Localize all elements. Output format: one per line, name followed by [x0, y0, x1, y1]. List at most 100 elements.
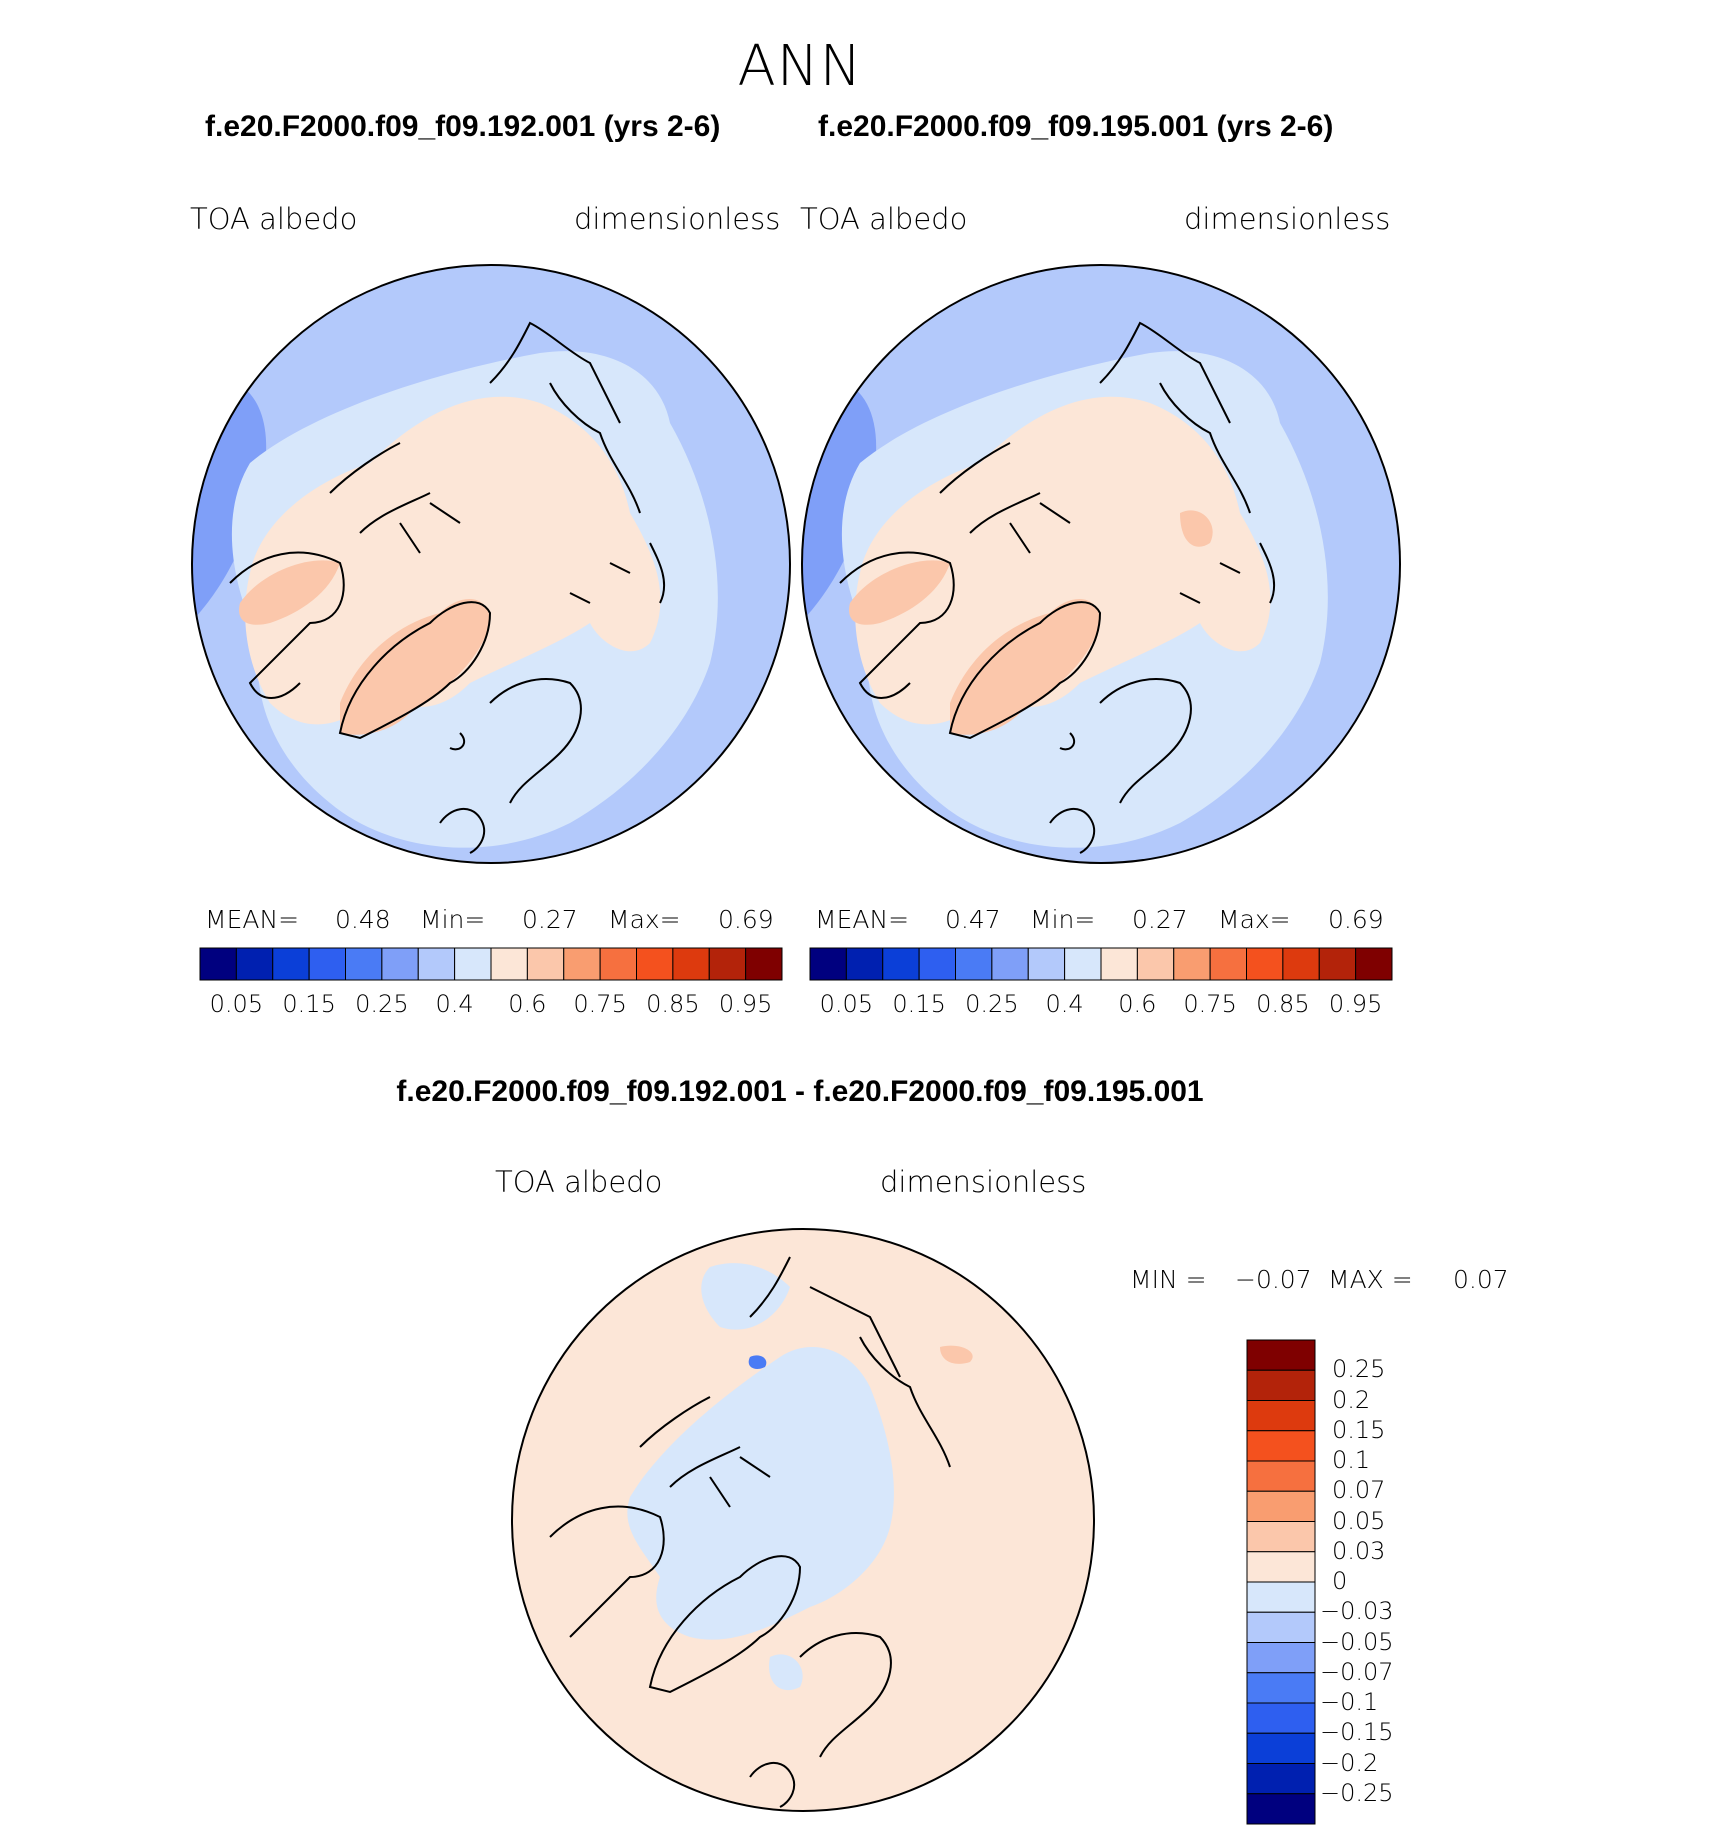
difference-title: f.e20.F2000.f09_f09.192.001 - f.e20.F200… — [396, 1075, 1204, 1108]
panel1-colorbar-tick-label: 0.4 — [435, 990, 474, 1018]
map-border — [511, 1228, 1095, 1812]
panel2-min-label: Min= — [1030, 905, 1096, 934]
panel2-colorbar-swatch — [1027, 947, 1066, 981]
diff-polar-map — [511, 1228, 1095, 1812]
panel2-colorbar-tick-label: 0.15 — [892, 990, 946, 1018]
panel2-units-label: dimensionless — [1184, 202, 1391, 236]
diff-colorbar-tick-label: −0.2 — [1320, 1748, 1379, 1777]
panel2-colorbar-swatch — [1209, 947, 1247, 981]
panel1-colorbar-tick-label: 0.6 — [508, 990, 547, 1018]
panel2-variable-label: TOA albedo — [800, 202, 968, 236]
panel2-max-label: Max= — [1218, 905, 1291, 934]
panel2-colorbar-tick-label: 0.05 — [819, 990, 874, 1018]
siberia-region — [1180, 510, 1213, 547]
panel2-min-value: 0.27 — [1132, 905, 1188, 934]
canada-region — [849, 560, 950, 625]
panel2-colorbar-swatch — [845, 947, 884, 981]
diff-colorbar-swatch — [1246, 1732, 1316, 1764]
diff-min-label: MIN = — [1130, 1265, 1207, 1294]
diff-max-value: 0.07 — [1453, 1265, 1509, 1294]
diff-colorbar-swatch — [1246, 1400, 1316, 1432]
panel2-colorbar-tick-label: 0.6 — [1118, 990, 1157, 1018]
panel2-polar-map — [801, 264, 1401, 864]
high-albedo-region — [855, 396, 1271, 725]
canada-region — [239, 560, 340, 625]
diff-colorbar-swatch — [1246, 1339, 1316, 1371]
panel1-colorbar-swatch — [636, 947, 674, 981]
diff-colorbar-tick-label: 0.2 — [1332, 1385, 1371, 1414]
diff-colorbar-swatch — [1246, 1369, 1316, 1401]
panel1-colorbar-swatch — [563, 947, 601, 981]
panel1-colorbar-swatch — [454, 947, 492, 981]
panel1-colorbar-swatch — [417, 947, 456, 981]
panel1-colorbar-tick-label: 0.15 — [282, 990, 336, 1018]
diff-colorbar-labels: 0.25 0.2 0.15 0.1 0.07 0.05 0.03 0 −0.03 −0.05 −0.… — [1320, 1340, 1445, 1824]
panel1-polar-map — [191, 264, 791, 864]
positive-spot — [940, 1345, 973, 1364]
panel1-colorbar-swatch — [199, 947, 237, 981]
coastlines — [839, 321, 1276, 854]
panel2-max-value: 0.69 — [1328, 905, 1384, 934]
diff-colorbar-swatch — [1246, 1521, 1316, 1553]
map-border — [191, 264, 791, 864]
panel1-min-label: Min= — [420, 905, 486, 934]
diff-colorbar-tick-label: −0.15 — [1320, 1718, 1394, 1747]
high-albedo-region — [245, 396, 661, 725]
strong-negative-spot — [748, 1355, 767, 1369]
panel1-colorbar-swatch — [599, 947, 637, 981]
panel1-colorbar-labels: 0.05 0.15 0.25 0.4 0.6 0.75 0.85 0.95 — [200, 990, 782, 1020]
figure-title: ANN — [737, 34, 863, 99]
panel1-max-value: 0.69 — [718, 905, 774, 934]
coastlines — [549, 1256, 951, 1808]
panel2-colorbar-swatch — [1318, 947, 1357, 981]
panel1-colorbar-tick-label: 0.25 — [355, 990, 409, 1018]
panel2-colorbar-swatch — [1100, 947, 1138, 981]
diff-max-label: MAX = — [1328, 1265, 1413, 1294]
panel2-colorbar-swatch — [918, 947, 956, 981]
diff-colorbar-tick-label: 0.05 — [1332, 1506, 1386, 1535]
diff-colorbar-tick-label: −0.05 — [1320, 1627, 1394, 1656]
panel1-colorbar-swatch — [526, 947, 565, 981]
panel1-colorbar-swatch — [235, 947, 274, 981]
panel2-colorbar-swatch — [955, 947, 993, 981]
panel2-colorbar — [809, 947, 1393, 981]
panel1-max-label: Max= — [608, 905, 681, 934]
panel1-units-label: dimensionless — [574, 202, 781, 236]
panel1-mean-label: MEAN= — [205, 905, 300, 934]
panel1-colorbar-tick-label: 0.85 — [646, 990, 700, 1018]
diff-colorbar-tick-label: −0.03 — [1320, 1597, 1394, 1626]
panel2-mean-label: MEAN= — [815, 905, 910, 934]
panel1-colorbar-swatch — [745, 947, 783, 981]
panel2-colorbar-tick-label: 0.95 — [1328, 990, 1383, 1018]
diff-colorbar-tick-label: −0.07 — [1320, 1657, 1394, 1686]
diff-min-value: −0.07 — [1235, 1265, 1312, 1294]
panel1-colorbar-swatch — [490, 947, 528, 981]
panel2-colorbar-tick-label: 0.75 — [1183, 990, 1237, 1018]
panel2-colorbar-swatch — [991, 947, 1029, 981]
diff-colorbar-swatch — [1246, 1581, 1316, 1613]
panel2-colorbar-swatch — [809, 947, 847, 981]
panel2-colorbar-swatch — [1355, 947, 1393, 981]
diff-colorbar — [1246, 1339, 1316, 1825]
panel1-colorbar-swatch — [345, 947, 383, 981]
panel2-colorbar-swatch — [1173, 947, 1211, 981]
greenland-region — [340, 599, 490, 735]
diff-colorbar-tick-label: 0.07 — [1332, 1476, 1386, 1505]
diff-colorbar-tick-label: 0.25 — [1332, 1355, 1386, 1384]
panel2-colorbar-tick-label: 0.85 — [1256, 990, 1310, 1018]
panel2-colorbar-swatch — [1136, 947, 1175, 981]
diff-colorbar-swatch — [1246, 1763, 1316, 1795]
panel1-colorbar-swatch — [381, 947, 419, 981]
map-border — [801, 264, 1401, 864]
panel1-variable-label: TOA albedo — [190, 202, 358, 236]
diff-colorbar-tick-label: 0.03 — [1332, 1536, 1386, 1565]
panel1-colorbar-swatch — [708, 947, 747, 981]
panel2-colorbar-swatch — [882, 947, 920, 981]
panel2-colorbar-swatch — [1282, 947, 1320, 981]
panel1-colorbar-tick-label: 0.75 — [573, 990, 627, 1018]
greenland-region — [950, 599, 1100, 735]
diff-colorbar-tick-label: −0.25 — [1320, 1778, 1394, 1807]
diff-colorbar-swatch — [1246, 1551, 1316, 1583]
diff-colorbar-swatch — [1246, 1702, 1316, 1734]
diff-colorbar-swatch — [1246, 1430, 1316, 1462]
